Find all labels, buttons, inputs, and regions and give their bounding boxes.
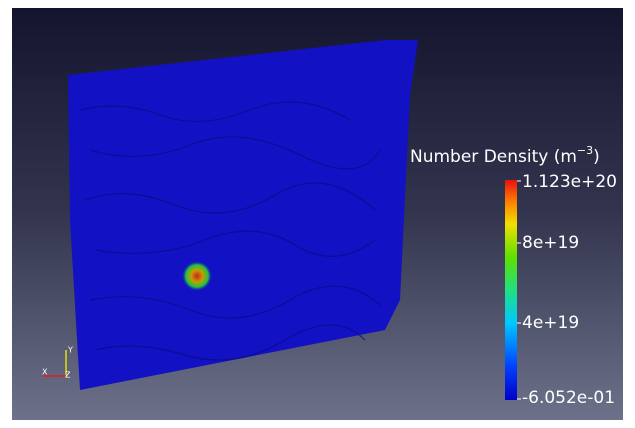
density-hotspot bbox=[182, 261, 212, 291]
surface bbox=[68, 40, 418, 390]
surface-texture bbox=[79, 101, 381, 361]
colorbar-label: -6.052e-01 bbox=[522, 388, 615, 408]
title-text: Number Density (m bbox=[410, 147, 577, 167]
colorbar-label: 8e+19 bbox=[522, 233, 579, 253]
axis-label: Z bbox=[65, 371, 71, 380]
colorbar bbox=[505, 180, 517, 400]
title-text: ) bbox=[593, 147, 600, 167]
colorbar-title: Number Density (m−3) bbox=[410, 144, 600, 167]
axis-label: Y bbox=[67, 346, 73, 355]
axis-label: X bbox=[42, 368, 48, 377]
colorbar-label: 4e+19 bbox=[522, 313, 579, 333]
orientation-axes: Y X Z bbox=[42, 346, 73, 380]
colorbar-label: 1.123e+20 bbox=[522, 172, 617, 192]
title-exponent: −3 bbox=[577, 144, 593, 157]
